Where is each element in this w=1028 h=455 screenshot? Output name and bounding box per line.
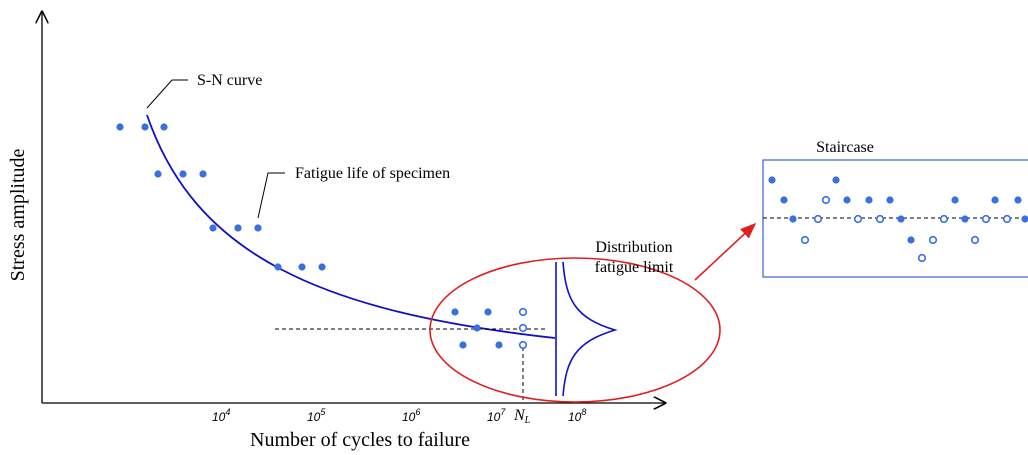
open-point <box>970 235 980 245</box>
limit-tick: NL <box>513 407 531 426</box>
x-axis-label: Number of cycles to failure <box>250 429 470 451</box>
open-point <box>853 214 863 224</box>
point <box>907 236 915 244</box>
open-point <box>875 214 885 224</box>
point <box>897 215 905 223</box>
y-axis-label: Stress amplitude <box>7 148 29 281</box>
highlight <box>429 257 721 403</box>
open-point <box>928 235 938 245</box>
x-tick-label: 106 <box>402 407 420 424</box>
point <box>951 196 959 204</box>
arrow <box>694 222 757 281</box>
point <box>234 224 242 232</box>
point <box>209 224 217 232</box>
tick-base: 10 <box>487 410 501 424</box>
staircase-label: Staircase <box>816 139 874 156</box>
point <box>961 215 969 223</box>
open-point <box>917 253 927 263</box>
axes <box>42 12 665 403</box>
staircase-points <box>768 176 1028 263</box>
specimen-points <box>116 123 528 350</box>
x-tick-label: 108 <box>568 407 586 424</box>
leader <box>146 79 188 109</box>
curve-label: S-N curve <box>197 72 262 89</box>
tick-base: 10 <box>402 410 416 424</box>
point <box>298 263 306 271</box>
sn-curve <box>146 114 556 339</box>
point <box>116 123 124 131</box>
point <box>199 170 207 178</box>
tick-exponent: 7 <box>500 407 506 417</box>
tick-base: 10 <box>568 410 582 424</box>
point <box>160 123 168 131</box>
tick-exponent: 8 <box>581 407 586 417</box>
dist-label: fatigue limit <box>595 259 674 276</box>
tick-exponent: 5 <box>320 407 326 417</box>
x-tick-label: 107 <box>487 407 506 424</box>
point <box>484 308 492 316</box>
open-point <box>518 340 528 350</box>
open-point <box>981 214 991 224</box>
x-tick-label: 105 <box>307 407 326 424</box>
point <box>780 196 788 204</box>
specimen-label: Fatigue life of specimen <box>295 165 450 182</box>
point <box>318 263 326 271</box>
point <box>843 196 851 204</box>
open-point <box>518 307 528 317</box>
point <box>451 308 459 316</box>
point <box>141 123 149 131</box>
point <box>495 341 503 349</box>
tick-base: 10 <box>307 410 321 424</box>
point <box>274 263 282 271</box>
point <box>768 176 776 184</box>
open-point <box>1002 214 1012 224</box>
dist-label: Distribution <box>595 239 672 256</box>
point <box>254 224 262 232</box>
tick-base: 10 <box>212 410 226 424</box>
point <box>154 170 162 178</box>
tick-exponent: 6 <box>415 407 420 417</box>
leader <box>257 172 285 219</box>
open-point <box>821 195 831 205</box>
point <box>789 215 797 223</box>
tick-exponent: 4 <box>225 407 230 417</box>
point <box>179 170 187 178</box>
point <box>1014 196 1022 204</box>
x-ticks: 104 105 106 107 108 <box>212 407 586 424</box>
open-point <box>813 214 823 224</box>
point <box>865 196 873 204</box>
point <box>473 324 481 332</box>
x-tick-label: 104 <box>212 407 230 424</box>
point <box>886 196 894 204</box>
point <box>1021 215 1028 223</box>
open-point <box>518 323 528 333</box>
distribution <box>562 261 618 397</box>
open-point <box>800 235 810 245</box>
open-point <box>939 214 949 224</box>
point <box>832 176 840 184</box>
point <box>991 196 999 204</box>
point <box>459 341 467 349</box>
